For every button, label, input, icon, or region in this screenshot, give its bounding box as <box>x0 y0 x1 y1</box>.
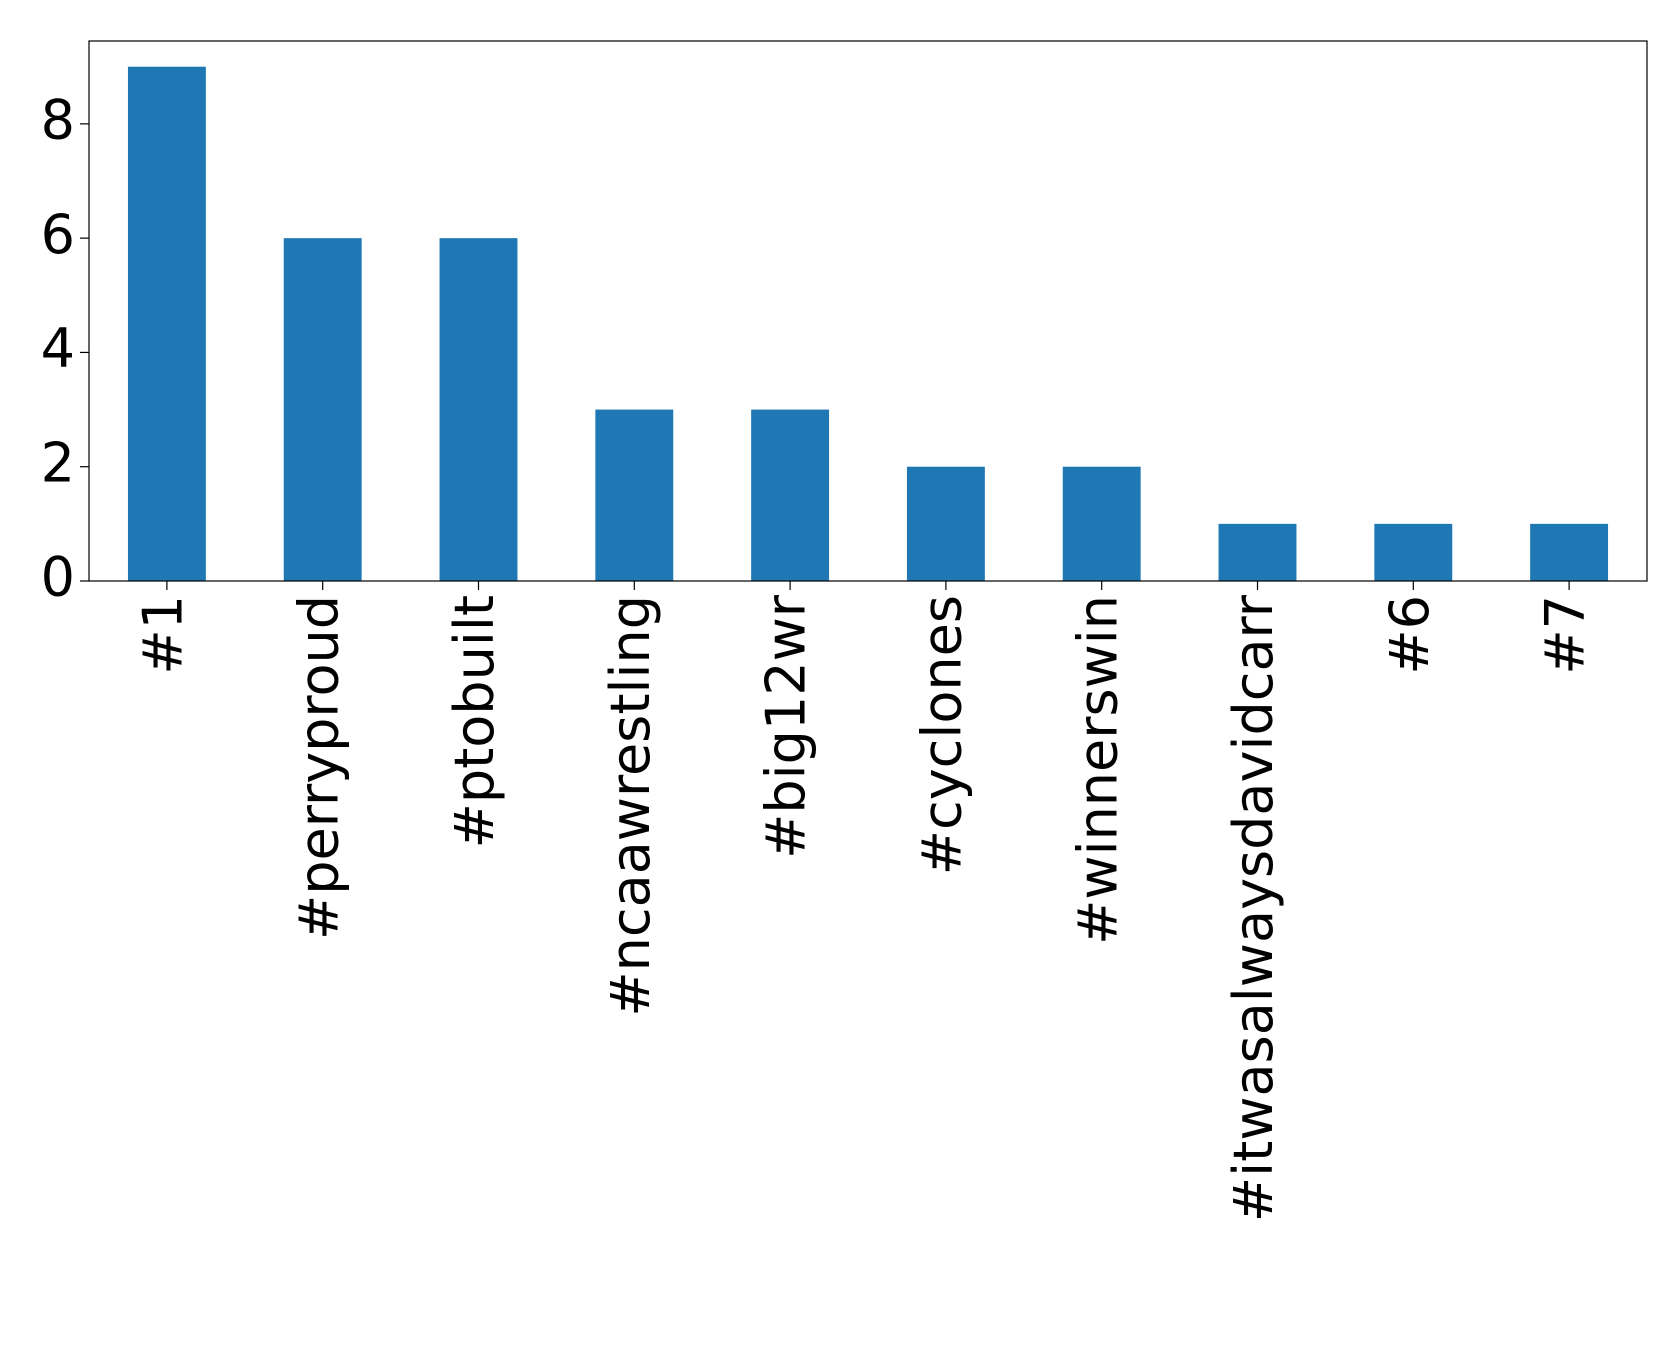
y-tick-label: 8 <box>41 88 75 151</box>
bar <box>1530 523 1609 581</box>
x-tick-label: #perryproud <box>287 595 350 940</box>
bar <box>906 466 985 581</box>
y-tick-label: 4 <box>41 317 75 380</box>
bar <box>439 238 518 581</box>
x-tick-label: #1 <box>132 595 195 675</box>
bar <box>595 409 674 581</box>
bar <box>1218 523 1297 581</box>
x-tick-label: #big12wr <box>755 594 818 859</box>
x-tick-label: #ptobuilt <box>443 595 506 848</box>
y-tick-label: 6 <box>41 203 75 266</box>
x-tick-label: #ncaawrestling <box>599 595 662 1017</box>
y-tick-label: 0 <box>41 546 75 609</box>
x-tick-label: #6 <box>1378 595 1441 675</box>
x-tick-label: #7 <box>1534 595 1597 675</box>
plot-frame <box>88 40 1648 582</box>
bar <box>1062 466 1141 581</box>
y-tick-label: 2 <box>41 431 75 494</box>
bar <box>283 238 362 581</box>
bar <box>1374 523 1453 581</box>
x-tick-label: #itwasalwaysdavidcarr <box>1222 594 1285 1222</box>
x-tick-label: #winnerswin <box>1066 595 1129 945</box>
bar <box>127 66 206 581</box>
x-tick-label: #cyclones <box>911 595 974 875</box>
bar <box>751 409 830 581</box>
